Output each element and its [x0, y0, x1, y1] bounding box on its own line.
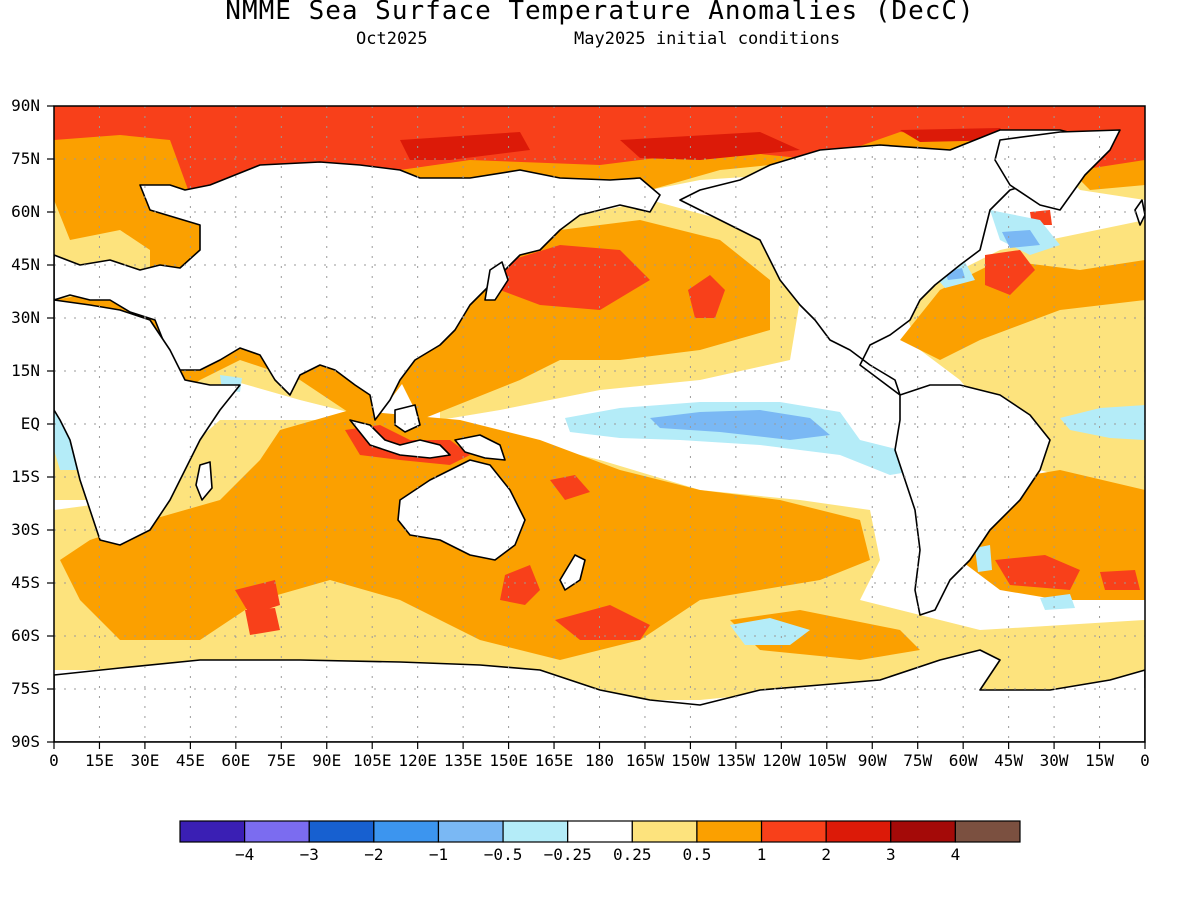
colorbar-swatch — [954, 820, 1021, 843]
south-america-landmass — [894, 384, 1051, 616]
colorbar-swatch — [437, 820, 504, 843]
longitude-tick-label: 120E — [398, 751, 437, 770]
longitude-tick-label: 105W — [808, 751, 847, 770]
latitude-tick-label: 15N — [11, 361, 40, 380]
colorbar-tick-label: −4 — [235, 845, 254, 864]
longitude-tick-label: 105E — [353, 751, 392, 770]
colorbar-swatch — [373, 820, 440, 843]
longitude-tick-label: 150W — [671, 751, 710, 770]
initial-conditions-label: May2025 initial conditions — [574, 29, 841, 49]
colorbar-tick-label: 0.5 — [682, 845, 711, 864]
colorbar-tick-label: 1 — [757, 845, 767, 864]
longitude-tick-label: 30W — [1040, 751, 1069, 770]
latitude-axis: 90N 75N 60N 45N 30N 15N EQ 15S 30S 45S 60S 75S 90S — [11, 96, 54, 751]
latitude-tick-label: 45S — [11, 573, 40, 592]
colorbar: −4 −3 −2 −1 −0.5 −0.25 0.25 0.5 1 2 3 4 — [179, 820, 1021, 864]
latitude-tick-label: 15S — [11, 467, 40, 486]
colorbar-tick-label: −2 — [364, 845, 383, 864]
graticule-grid — [54, 106, 1145, 742]
madagascar-landmass — [195, 461, 213, 501]
longitude-tick-label: 135W — [717, 751, 756, 770]
anomaly-field — [54, 106, 1145, 742]
colorbar-swatch — [502, 820, 569, 843]
colorbar-swatch — [890, 820, 956, 843]
greenland-landmass — [994, 129, 1121, 211]
latitude-tick-label: EQ — [21, 414, 40, 433]
anomaly-2-3-regions — [400, 128, 1010, 160]
latitude-tick-label: 75N — [11, 149, 40, 168]
colorbar-swatch — [308, 820, 375, 843]
latitude-tick-label: 90S — [11, 732, 40, 751]
longitude-tick-label: 0 — [1140, 751, 1150, 770]
longitude-tick-label: 165E — [535, 751, 574, 770]
colorbar-swatch — [567, 820, 633, 843]
longitude-tick-label: 60W — [949, 751, 978, 770]
colorbar-tick-label: 2 — [821, 845, 831, 864]
new-zealand-landmass — [559, 554, 586, 591]
colorbar-tick-label: −3 — [300, 845, 319, 864]
longitude-tick-label: 90E — [312, 751, 341, 770]
colorbar-swatch — [696, 820, 763, 843]
longitude-axis: 0 15E 30E 45E 60E 75E 90E 105E 120E 135E 150E 165E 1… — [49, 742, 1150, 770]
colorbar-swatch — [631, 820, 698, 843]
longitude-tick-label: 90W — [858, 751, 887, 770]
colorbar-swatch — [760, 820, 827, 843]
colorbar-swatch — [244, 820, 310, 843]
longitude-tick-label: 45W — [994, 751, 1023, 770]
new-guinea-landmass — [454, 434, 506, 461]
borneo-landmass — [394, 404, 421, 433]
colorbar-swatch — [825, 820, 892, 843]
colorbar-tick-label: −0.25 — [544, 845, 592, 864]
longitude-tick-label: 75E — [267, 751, 296, 770]
australia-landmass — [397, 459, 526, 561]
latitude-tick-label: 60S — [11, 626, 40, 645]
indonesia-islands — [349, 419, 451, 459]
latitude-tick-label: 75S — [11, 679, 40, 698]
longitude-tick-label: 135E — [444, 751, 483, 770]
colorbar-tick-label: 3 — [886, 845, 896, 864]
colorbar-tick-label: 4 — [951, 845, 961, 864]
longitude-tick-label: 15W — [1085, 751, 1114, 770]
longitude-tick-label: 180 — [585, 751, 614, 770]
africa-landmass — [54, 299, 241, 546]
continents — [54, 129, 1145, 742]
japan-landmass — [484, 261, 509, 301]
colorbar-tick-label: 0.25 — [613, 845, 652, 864]
colorbar-tick-label: −0.5 — [484, 845, 523, 864]
longitude-tick-label: 45E — [176, 751, 205, 770]
longitude-tick-label: 60E — [221, 751, 250, 770]
colorbar-swatch — [179, 820, 246, 843]
british-isles-landmass — [1134, 199, 1145, 226]
valid-month-label: Oct2025 — [356, 29, 428, 49]
latitude-tick-label: 30N — [11, 308, 40, 327]
longitude-tick-label: 30E — [130, 751, 159, 770]
longitude-tick-label: 0 — [49, 751, 59, 770]
longitude-tick-label: 120W — [762, 751, 801, 770]
longitude-tick-label: 165W — [626, 751, 665, 770]
colorbar-tick-label: −1 — [429, 845, 448, 864]
map-title: NMME Sea Surface Temperature Anomalies (… — [225, 0, 975, 26]
latitude-tick-label: 30S — [11, 520, 40, 539]
latitude-tick-label: 45N — [11, 255, 40, 274]
latitude-tick-label: 90N — [11, 96, 40, 115]
longitude-tick-label: 15E — [85, 751, 114, 770]
latitude-tick-label: 60N — [11, 202, 40, 221]
longitude-tick-label: 150E — [489, 751, 528, 770]
longitude-tick-label: 75W — [903, 751, 932, 770]
